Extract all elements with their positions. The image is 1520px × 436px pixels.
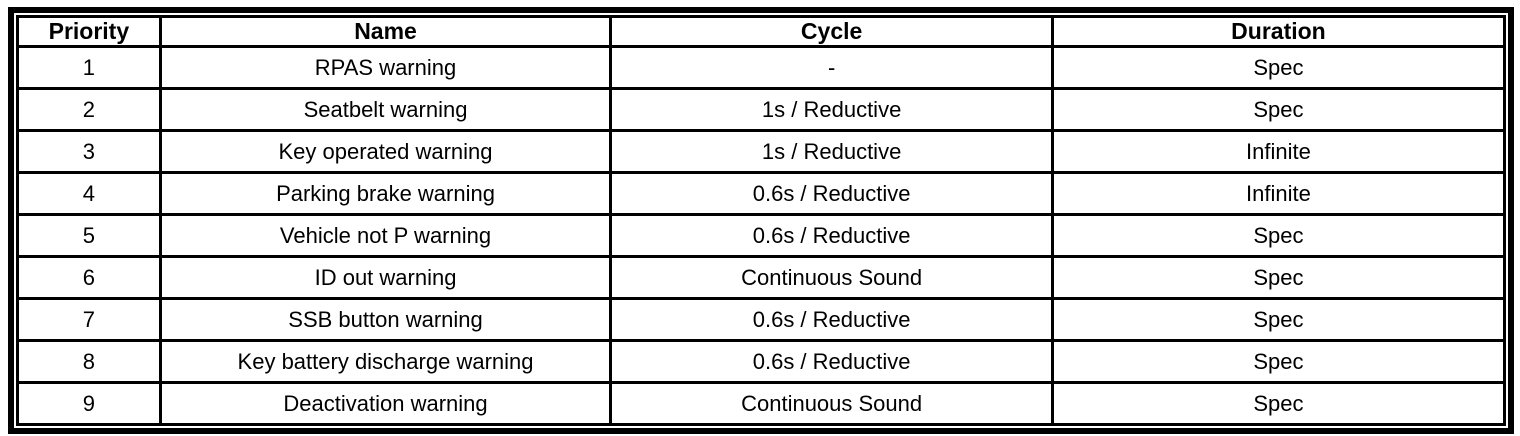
cell-cycle: Continuous Sound (609, 255, 1054, 300)
cell-duration: Spec (1050, 297, 1507, 342)
cell-priority: 9 (16, 381, 162, 426)
cell-cycle: 0.6s / Reductive (609, 339, 1054, 384)
column-header-duration: Duration (1050, 15, 1507, 48)
cell-name: SSB button warning (158, 297, 613, 342)
cell-priority: 5 (16, 213, 162, 258)
cell-priority: 8 (16, 339, 162, 384)
cell-name: Vehicle not P warning (158, 213, 613, 258)
table-body: 1 RPAS warning - Spec 2 Seatbelt warning 1s / … (16, 45, 1507, 426)
cell-duration: Spec (1050, 381, 1507, 426)
cell-name: RPAS warning (158, 45, 613, 90)
table-row: 7 SSB button warning 0.6s / Reductive Spec (16, 297, 1507, 342)
column-header-priority: Priority (16, 15, 162, 48)
table-row: 2 Seatbelt warning 1s / Reductive Spec (16, 87, 1507, 132)
cell-priority: 4 (16, 171, 162, 216)
column-header-name: Name (158, 15, 613, 48)
table-row: 3 Key operated warning 1s / Reductive Infin… (16, 129, 1507, 174)
cell-duration: Spec (1050, 255, 1507, 300)
cell-cycle: - (609, 45, 1054, 90)
cell-name: Key operated warning (158, 129, 613, 174)
cell-name: Deactivation warning (158, 381, 613, 426)
cell-name: Key battery discharge warning (158, 339, 613, 384)
column-header-cycle: Cycle (609, 15, 1054, 48)
cell-cycle: 1s / Reductive (609, 87, 1054, 132)
cell-cycle: 0.6s / Reductive (609, 213, 1054, 258)
cell-duration: Spec (1050, 45, 1507, 90)
cell-duration: Infinite (1050, 129, 1507, 174)
cell-priority: 7 (16, 297, 162, 342)
cell-name: Parking brake warning (158, 171, 613, 216)
cell-duration: Spec (1050, 339, 1507, 384)
warning-priority-table-frame: Priority Name Cycle Duration 1 RPAS warni… (8, 7, 1514, 434)
table-row: 1 RPAS warning - Spec (16, 45, 1507, 90)
cell-cycle: 1s / Reductive (609, 129, 1054, 174)
cell-priority: 6 (16, 255, 162, 300)
cell-name: Seatbelt warning (158, 87, 613, 132)
table-row: 4 Parking brake warning 0.6s / Reductive In… (16, 171, 1507, 216)
cell-duration: Infinite (1050, 171, 1507, 216)
header-row: Priority Name Cycle Duration (16, 15, 1507, 48)
table-row: 9 Deactivation warning Continuous Sound Spe… (16, 381, 1507, 426)
cell-name: ID out warning (158, 255, 613, 300)
table-row: 6 ID out warning Continuous Sound Spec (16, 255, 1507, 300)
cell-duration: Spec (1050, 213, 1507, 258)
warning-priority-table: Priority Name Cycle Duration 1 RPAS warni… (16, 15, 1507, 426)
cell-cycle: 0.6s / Reductive (609, 171, 1054, 216)
table-row: 8 Key battery discharge warning 0.6s / Red… (16, 339, 1507, 384)
cell-priority: 3 (16, 129, 162, 174)
cell-priority: 1 (16, 45, 162, 90)
cell-cycle: Continuous Sound (609, 381, 1054, 426)
cell-priority: 2 (16, 87, 162, 132)
cell-cycle: 0.6s / Reductive (609, 297, 1054, 342)
table-row: 5 Vehicle not P warning 0.6s / Reductive Sp… (16, 213, 1507, 258)
cell-duration: Spec (1050, 87, 1507, 132)
